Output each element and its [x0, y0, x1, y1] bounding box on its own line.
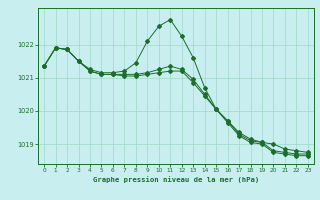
X-axis label: Graphe pression niveau de la mer (hPa): Graphe pression niveau de la mer (hPa) — [93, 176, 259, 183]
